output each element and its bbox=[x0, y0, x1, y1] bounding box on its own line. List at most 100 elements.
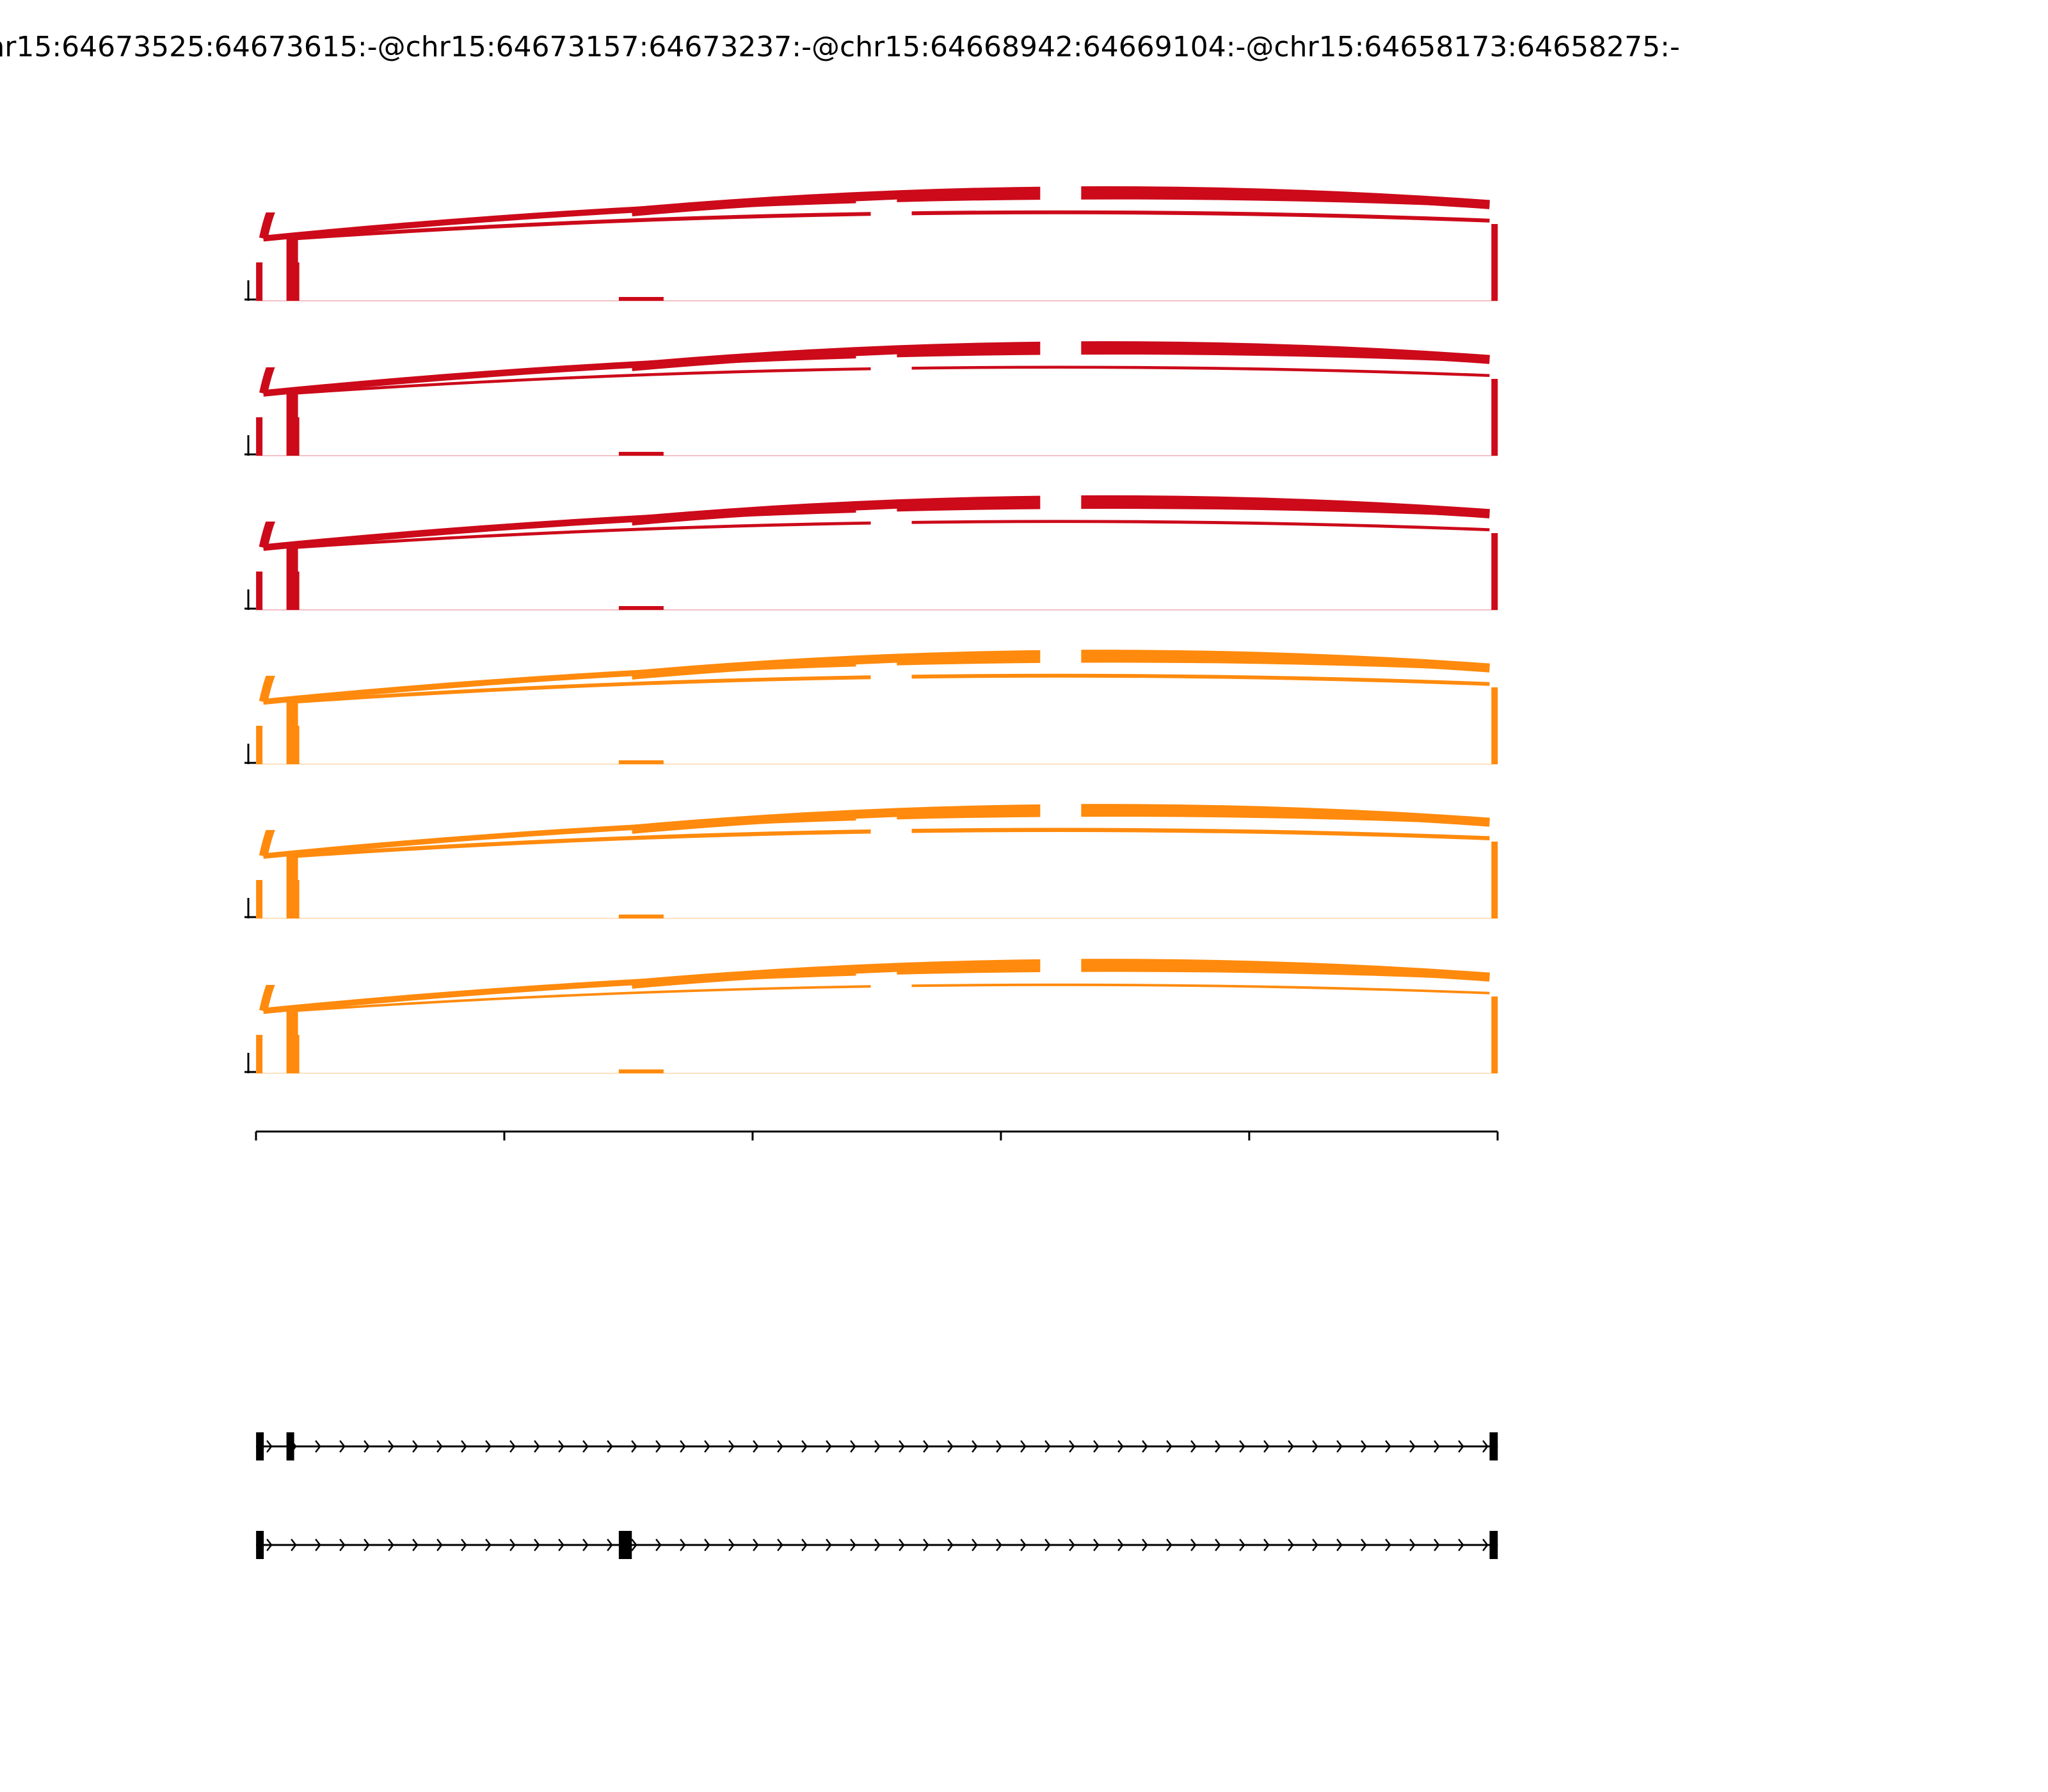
strand-arrow bbox=[631, 1440, 637, 1453]
strand-arrow bbox=[266, 1440, 273, 1453]
coverage-bar bbox=[256, 572, 263, 610]
strand-arrow bbox=[607, 1440, 613, 1453]
strand-arrow bbox=[777, 1539, 783, 1551]
strand-arrow bbox=[1166, 1440, 1172, 1453]
coverage-bar bbox=[618, 452, 664, 456]
strand-arrow bbox=[388, 1440, 394, 1453]
strand-arrow bbox=[826, 1440, 832, 1453]
sample-panels bbox=[244, 178, 1498, 1074]
strand-arrow bbox=[1142, 1440, 1148, 1453]
coverage-bar bbox=[286, 854, 298, 918]
transcript bbox=[256, 1531, 1498, 1559]
strand-arrow bbox=[607, 1539, 613, 1551]
strand-arrow bbox=[680, 1539, 686, 1551]
strand-arrow bbox=[1385, 1440, 1391, 1453]
strand-arrow bbox=[923, 1539, 929, 1551]
exon-block bbox=[256, 1531, 264, 1559]
strand-arrow bbox=[947, 1440, 954, 1453]
strand-arrow bbox=[291, 1539, 297, 1551]
strand-arrow bbox=[412, 1539, 419, 1551]
strand-arrow bbox=[1385, 1539, 1391, 1551]
strand-arrow bbox=[704, 1539, 710, 1551]
strand-arrow bbox=[972, 1440, 978, 1453]
strand-arrow bbox=[874, 1440, 881, 1453]
transcript-models bbox=[256, 1432, 1498, 1559]
exon-block bbox=[256, 1432, 264, 1460]
strand-arrow bbox=[631, 1539, 637, 1551]
strand-arrow bbox=[753, 1440, 759, 1453]
coverage-bar bbox=[286, 546, 298, 610]
junction-label-bg bbox=[1040, 641, 1082, 664]
x-axis bbox=[255, 1130, 1499, 1140]
strand-arrow bbox=[1336, 1440, 1343, 1453]
strand-arrow bbox=[1409, 1440, 1416, 1453]
junction-label-bg bbox=[254, 345, 296, 367]
strand-arrow bbox=[972, 1539, 978, 1551]
strand-arrow bbox=[1361, 1440, 1367, 1453]
coverage-bar bbox=[256, 880, 263, 918]
strand-arrow bbox=[339, 1539, 346, 1551]
strand-arrow bbox=[655, 1539, 662, 1551]
sample-panel bbox=[244, 333, 1498, 456]
strand-arrow bbox=[1288, 1539, 1294, 1551]
strand-arrow bbox=[1044, 1539, 1051, 1551]
strand-arrow bbox=[582, 1440, 589, 1453]
strand-arrow bbox=[801, 1539, 808, 1551]
junction-label-bg bbox=[1040, 950, 1082, 973]
exon-block bbox=[286, 1432, 294, 1460]
strand-arrow bbox=[1434, 1539, 1440, 1551]
strand-arrow bbox=[680, 1440, 686, 1453]
coverage-bar bbox=[1491, 842, 1498, 918]
strand-arrow bbox=[461, 1539, 467, 1551]
strand-arrow bbox=[1434, 1440, 1440, 1453]
strand-arrow bbox=[1117, 1440, 1124, 1453]
strand-arrow bbox=[1215, 1539, 1221, 1551]
sample-panel bbox=[244, 487, 1498, 611]
strand-arrow bbox=[534, 1539, 540, 1551]
junction-label-bg bbox=[254, 808, 296, 830]
junction-label-bg bbox=[254, 653, 296, 676]
strand-arrow bbox=[1190, 1440, 1197, 1453]
strand-arrow bbox=[485, 1440, 492, 1453]
coverage-bar bbox=[618, 760, 664, 764]
strand-arrow bbox=[1312, 1539, 1318, 1551]
strand-arrow bbox=[655, 1440, 662, 1453]
strand-arrow bbox=[899, 1539, 905, 1551]
coverage-bar bbox=[256, 417, 263, 456]
exon-block bbox=[1489, 1531, 1498, 1559]
coverage-bar bbox=[618, 1069, 664, 1073]
exon-block bbox=[1489, 1432, 1498, 1460]
strand-arrow bbox=[753, 1539, 759, 1551]
coverage-bar bbox=[618, 606, 664, 610]
strand-arrow bbox=[1069, 1440, 1075, 1453]
coverage-bar bbox=[286, 1009, 298, 1073]
strand-arrow bbox=[1312, 1440, 1318, 1453]
strand-arrow bbox=[315, 1440, 321, 1453]
strand-arrow bbox=[436, 1539, 443, 1551]
strand-arrow bbox=[947, 1539, 954, 1551]
strand-arrow bbox=[1336, 1539, 1343, 1551]
strand-arrow bbox=[1239, 1539, 1245, 1551]
strand-arrow bbox=[461, 1440, 467, 1453]
strand-arrow bbox=[436, 1440, 443, 1453]
strand-arrow bbox=[1458, 1539, 1464, 1551]
strand-arrow bbox=[1361, 1539, 1367, 1551]
strand-arrow bbox=[728, 1440, 735, 1453]
strand-arrow bbox=[1215, 1440, 1221, 1453]
strand-arrow bbox=[777, 1440, 783, 1453]
strand-arrow bbox=[801, 1440, 808, 1453]
strand-arrow bbox=[1482, 1440, 1489, 1453]
exon-block bbox=[618, 1531, 632, 1559]
sample-panel bbox=[244, 950, 1498, 1074]
junction-label-bg bbox=[254, 963, 296, 985]
strand-arrow bbox=[923, 1440, 929, 1453]
strand-arrow bbox=[364, 1539, 370, 1551]
strand-arrow bbox=[874, 1539, 881, 1551]
strand-arrow bbox=[485, 1539, 492, 1551]
strand-arrow bbox=[364, 1440, 370, 1453]
coverage-bar bbox=[1491, 687, 1498, 764]
strand-arrow bbox=[315, 1539, 321, 1551]
coverage-bar bbox=[1491, 224, 1498, 301]
coverage-bar bbox=[286, 237, 298, 301]
